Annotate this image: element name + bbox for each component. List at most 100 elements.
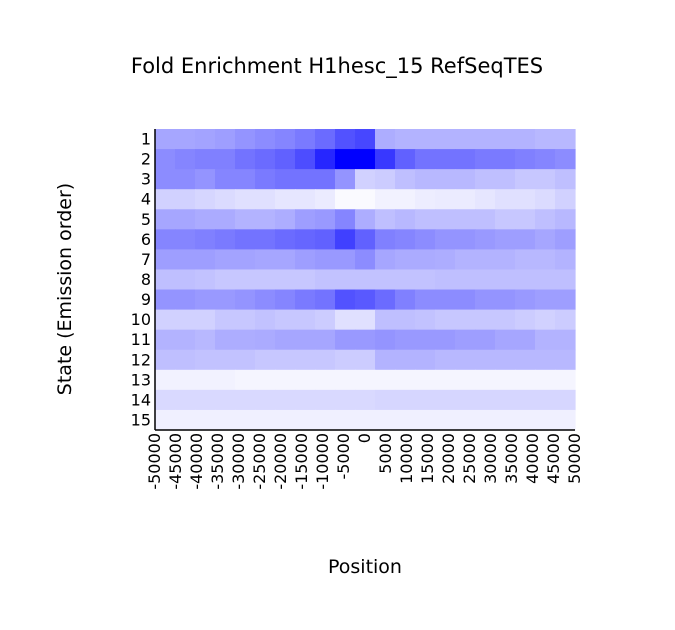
heatmap-cell	[275, 229, 296, 250]
heatmap-cell	[535, 189, 556, 210]
heatmap-cell	[215, 269, 236, 291]
heatmap-cell	[275, 169, 296, 190]
heatmap-cell	[495, 229, 516, 250]
x-tick-label: -5000	[334, 433, 353, 480]
heatmap-cell	[555, 249, 576, 271]
heatmap-cell	[175, 389, 196, 411]
heatmap-cell	[335, 209, 356, 230]
heatmap-cell	[315, 189, 336, 210]
heatmap-cell	[255, 329, 276, 351]
heatmap-cell	[515, 269, 536, 291]
heatmap-cell	[455, 229, 476, 250]
heatmap-cell	[315, 309, 336, 331]
heatmap-cell	[255, 209, 276, 230]
heatmap-cell	[255, 389, 276, 411]
heatmap-cell	[435, 329, 456, 351]
heatmap-cell	[275, 369, 296, 391]
heatmap-cell	[535, 369, 556, 391]
heatmap-cell	[335, 309, 356, 331]
heatmap-cell	[235, 209, 256, 230]
heatmap-cell	[435, 169, 456, 190]
heatmap-cell	[155, 169, 176, 190]
heatmap-cell	[475, 309, 496, 331]
heatmap-cell	[495, 349, 516, 371]
heatmap-cell	[235, 389, 256, 411]
heatmap-cell	[535, 129, 556, 150]
heatmap-cell	[295, 229, 316, 250]
heatmap-cell	[235, 369, 256, 391]
heatmap-cell	[555, 409, 576, 431]
heatmap-cell	[495, 169, 516, 190]
heatmap-cell	[475, 189, 496, 210]
heatmap-cell	[515, 189, 536, 210]
heatmap-cell	[435, 309, 456, 331]
heatmap-cell	[155, 149, 176, 170]
heatmap-cell	[395, 209, 416, 230]
heatmap-cell	[375, 409, 396, 431]
heatmap-cell	[175, 229, 196, 250]
heatmap-cell	[495, 149, 516, 170]
heatmap-cell	[275, 389, 296, 411]
heatmap-cell	[555, 169, 576, 190]
heatmap-cell	[495, 249, 516, 271]
heatmap-cell	[215, 209, 236, 230]
heatmap-cell	[175, 369, 196, 391]
heatmap-cell	[155, 329, 176, 351]
heatmap-cell	[235, 249, 256, 271]
chart-title: Fold Enrichment H1hesc_15 RefSeqTES	[131, 54, 543, 79]
heatmap-cell	[235, 269, 256, 291]
heatmap-cell	[535, 209, 556, 230]
y-tick-label: 3	[141, 170, 151, 189]
heatmap-cell	[535, 409, 556, 431]
heatmap-cell	[275, 289, 296, 311]
x-tick-label: -45000	[166, 433, 185, 490]
heatmap-cell	[415, 409, 436, 431]
heatmap-cell	[295, 129, 316, 150]
heatmap-cell	[515, 209, 536, 230]
heatmap-cell	[215, 309, 236, 331]
heatmap-cell	[435, 289, 456, 311]
heatmap-cell	[335, 149, 356, 170]
heatmap-cell	[295, 389, 316, 411]
heatmap-cell	[215, 129, 236, 150]
heatmap-cell	[175, 289, 196, 311]
heatmap-cell	[175, 169, 196, 190]
heatmap-cell	[195, 209, 216, 230]
heatmap-cell	[555, 129, 576, 150]
x-axis-title: Position	[328, 556, 402, 578]
heatmap-cell	[435, 129, 456, 150]
x-tick-label: 10000	[397, 433, 416, 484]
heatmap-cell	[295, 409, 316, 431]
heatmap-cell	[515, 169, 536, 190]
heatmap-cell	[475, 169, 496, 190]
heatmap-cell	[555, 269, 576, 291]
heatmap-cell	[215, 229, 236, 250]
heatmap-cell	[375, 129, 396, 150]
heatmap-cell	[195, 269, 216, 291]
heatmap-cell	[555, 309, 576, 331]
heatmap-cell	[175, 189, 196, 210]
heatmap-cell	[375, 169, 396, 190]
heatmap-cell	[175, 349, 196, 371]
heatmap-cell	[435, 249, 456, 271]
y-tick-label: 2	[141, 150, 151, 169]
heatmap-cell	[215, 169, 236, 190]
heatmap-cell	[455, 369, 476, 391]
heatmap-cell	[255, 369, 276, 391]
heatmap-cell	[175, 249, 196, 271]
heatmap-cell	[295, 189, 316, 210]
heatmap-cell	[315, 269, 336, 291]
heatmap-cell	[315, 329, 336, 351]
y-tick-label: 8	[141, 270, 151, 289]
heatmap-cell	[195, 129, 216, 150]
heatmap-cell	[355, 369, 376, 391]
heatmap-cell	[155, 229, 176, 250]
heatmap-cell	[215, 149, 236, 170]
heatmap-cell	[255, 149, 276, 170]
heatmap-cell	[155, 209, 176, 230]
heatmap-cell	[195, 409, 216, 431]
heatmap-cell	[415, 269, 436, 291]
heatmap-cell	[275, 329, 296, 351]
x-tick-label: 40000	[523, 433, 542, 484]
